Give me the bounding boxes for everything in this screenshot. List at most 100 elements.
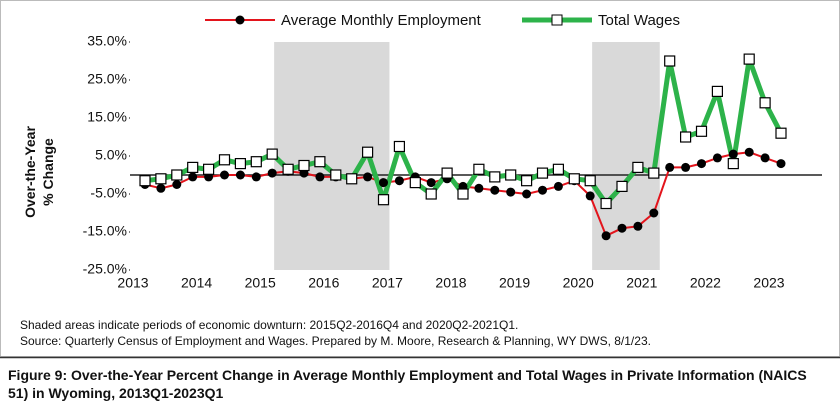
marker: [314, 156, 326, 168]
marker: [681, 162, 691, 172]
marker: [409, 177, 421, 189]
marker: [250, 156, 262, 168]
y-axis-title: Over-the-Year% Change: [22, 126, 56, 218]
marker: [266, 148, 278, 160]
marker: [298, 159, 310, 172]
marker: [393, 140, 405, 153]
marker: [775, 127, 787, 139]
x-tick-label: 2022: [690, 275, 721, 291]
marker: [552, 163, 565, 175]
marker: [506, 187, 516, 197]
marker: [171, 169, 183, 181]
x-tick-label: 2017: [372, 275, 403, 291]
legend-marker: [235, 15, 245, 25]
series-line: [144, 56, 784, 206]
marker: [156, 183, 166, 193]
marker: [600, 197, 612, 210]
marker: [776, 159, 786, 169]
x-tick-label: 2019: [499, 275, 530, 291]
marker: [394, 176, 404, 186]
legend-marker: [551, 14, 563, 26]
x-tick-label: 2014: [181, 275, 212, 291]
y-tick-label: 35.0%: [87, 33, 127, 49]
y-tick-label: 5.0%: [95, 147, 127, 163]
x-tick-label: 2021: [626, 275, 657, 291]
marker: [648, 167, 660, 179]
y-tick-label: -15.0%: [83, 223, 127, 239]
marker: [760, 153, 770, 163]
y-tick-label: 15.0%: [87, 109, 127, 125]
marker: [267, 168, 277, 178]
marker: [601, 231, 611, 241]
marker: [473, 163, 485, 175]
marker: [315, 172, 325, 182]
marker: [235, 170, 245, 180]
marker: [633, 221, 643, 231]
marker: [363, 172, 373, 182]
marker: [188, 172, 198, 182]
marker: [441, 167, 453, 179]
marker: [377, 194, 390, 206]
marker: [187, 161, 199, 173]
marker: [727, 158, 739, 170]
legend-label: Average Monthly Employment: [281, 12, 482, 29]
marker: [665, 162, 675, 172]
marker: [457, 188, 469, 200]
marker: [426, 178, 436, 188]
marker: [346, 173, 358, 185]
x-tick-label: 2023: [753, 275, 784, 291]
y-tick-label: 25.0%: [87, 71, 127, 87]
marker: [282, 163, 294, 175]
note: Source: Quarterly Census of Employment a…: [20, 334, 651, 348]
marker: [172, 180, 182, 189]
marker: [759, 97, 771, 109]
marker: [695, 125, 708, 137]
marker: [520, 175, 533, 187]
marker: [362, 146, 374, 158]
caption: Figure 9: Over-the-Year Percent Change i…: [8, 367, 807, 401]
marker: [474, 183, 484, 193]
marker: [632, 161, 644, 173]
marker: [664, 55, 676, 67]
marker: [379, 178, 388, 188]
marker: [679, 131, 692, 143]
marker: [697, 159, 706, 169]
marker: [425, 188, 437, 200]
marker: [218, 154, 231, 166]
marker: [489, 171, 501, 183]
marker: [617, 223, 627, 233]
y-tick-label: -25.0%: [83, 261, 127, 277]
marker: [711, 85, 724, 98]
marker: [568, 173, 580, 185]
marker: [330, 169, 342, 181]
marker: [553, 181, 563, 191]
marker: [155, 173, 167, 185]
marker: [584, 175, 596, 187]
downturn-shade: [592, 42, 660, 270]
marker: [505, 169, 517, 181]
marker: [203, 163, 215, 175]
marker: [251, 172, 261, 182]
x-tick-label: 2020: [563, 275, 594, 291]
marker: [234, 158, 246, 170]
marker: [585, 191, 595, 201]
marker: [744, 147, 754, 157]
marker: [743, 53, 755, 65]
y-tick-label: -5.0%: [90, 185, 127, 201]
y-axis-title-line: Over-the-Year: [22, 126, 38, 218]
marker: [538, 185, 547, 195]
x-tick-label: 2013: [117, 275, 148, 291]
x-tick-label: 2015: [245, 275, 276, 291]
legend-label: Total Wages: [598, 12, 680, 29]
y-axis-title-line: % Change: [40, 138, 56, 206]
marker: [712, 153, 722, 163]
marker: [139, 175, 151, 187]
note: Shaded areas indicate periods of economi…: [20, 318, 519, 332]
marker: [220, 170, 229, 180]
marker: [649, 208, 659, 218]
marker: [616, 180, 628, 192]
marker: [536, 167, 549, 179]
marker: [490, 185, 500, 195]
marker: [522, 189, 532, 199]
chart: -25.0% -15.0% -5.0% 5.0% 15.0% 25.0% 35.0% 2013…: [0, 0, 840, 357]
